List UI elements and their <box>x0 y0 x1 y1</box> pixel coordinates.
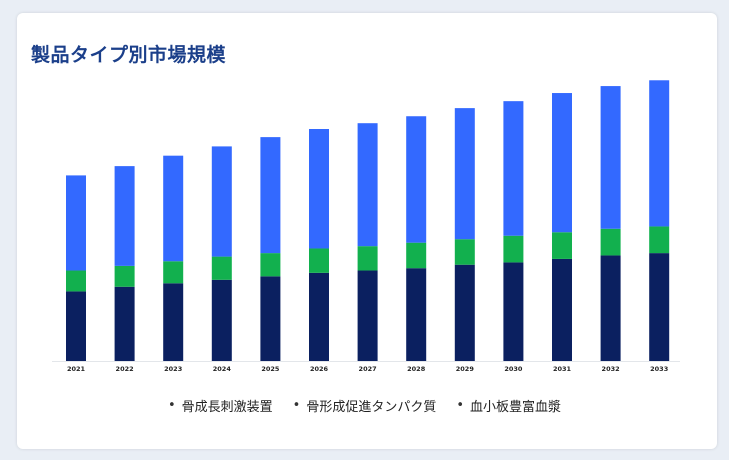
bar-segment-2023-series-2 <box>163 261 184 284</box>
bar-segment-2029-series-2 <box>454 239 475 265</box>
x-tick-label: 2028 <box>407 365 426 373</box>
x-tick-label: 2025 <box>261 365 280 373</box>
bar-segment-2022-series-3 <box>114 166 135 266</box>
bar-segment-2023-series-1 <box>163 283 184 361</box>
bar-segment-2031-series-3 <box>552 93 572 233</box>
bar-segment-2030-series-2 <box>503 235 524 263</box>
bar-segment-2028-series-3 <box>406 116 427 243</box>
bar-segment-2031-series-2 <box>552 232 572 259</box>
bar-segment-2026-series-2 <box>309 248 329 273</box>
bar-segment-2032-series-1 <box>600 255 621 361</box>
x-tick-label: 2026 <box>310 365 329 373</box>
bar-segment-2026-series-1 <box>309 272 329 361</box>
x-tick-label: 2033 <box>650 365 668 373</box>
legend-bullet-icon: • <box>292 398 301 413</box>
bar-segment-2033-series-1 <box>649 253 670 361</box>
bar-segment-2030-series-1 <box>503 262 524 361</box>
x-tick-label: 2021 <box>67 365 86 373</box>
bar-segment-2022-series-2 <box>114 265 135 287</box>
bar-segment-2025-series-2 <box>260 253 281 277</box>
x-tick-label: 2022 <box>116 365 134 373</box>
bar-segment-2032-series-3 <box>600 86 621 229</box>
x-tick-label: 2023 <box>164 365 182 373</box>
bar-segment-2021-series-3 <box>66 175 86 271</box>
legend-bullet-icon: • <box>167 398 176 413</box>
bar-segment-2028-series-1 <box>406 268 427 361</box>
legend-label: 骨成長刺激装置 <box>181 400 273 415</box>
legend-item: • 血小板豊富血漿 <box>456 396 561 415</box>
legend-label: 血小板豊富血漿 <box>470 400 562 415</box>
legend-item: • 骨成長刺激装置 <box>168 396 273 415</box>
x-tick-label: 2031 <box>553 365 572 373</box>
bar-segment-2025-series-3 <box>260 137 281 254</box>
bar-segment-2024-series-2 <box>211 256 232 280</box>
bar-segment-2028-series-2 <box>406 242 427 269</box>
bar-segment-2030-series-3 <box>503 101 524 236</box>
legend-item: • 骨形成促進タンパク質 <box>293 396 437 415</box>
bar-segment-2021-series-2 <box>66 270 86 292</box>
x-tick-label: 2030 <box>504 365 523 373</box>
x-tick-label: 2029 <box>456 365 475 373</box>
bar-segment-2026-series-3 <box>309 129 329 249</box>
bar-segment-2032-series-2 <box>600 228 621 256</box>
legend-bullet-icon: • <box>456 398 465 413</box>
bar-segment-2029-series-3 <box>454 108 475 240</box>
chart-title: 製品タイプ別市場規模 <box>31 44 227 66</box>
bar-segment-2022-series-1 <box>114 286 135 361</box>
bar-segment-2023-series-3 <box>163 155 184 262</box>
x-tick-label: 2032 <box>602 365 620 373</box>
bar-segment-2027-series-3 <box>357 123 378 247</box>
x-tick-label: 2027 <box>359 365 377 373</box>
bar-segment-2024-series-3 <box>211 146 232 257</box>
bar-segment-2031-series-1 <box>552 258 572 361</box>
bar-segment-2027-series-1 <box>357 270 378 361</box>
bar-segment-2033-series-3 <box>649 80 670 227</box>
bar-segment-2027-series-2 <box>357 246 378 271</box>
chart-legend: • 骨成長刺激装置 • 骨形成促進タンパク質 • 血小板豊富血漿 <box>0 396 729 415</box>
legend-label: 骨形成促進タンパク質 <box>306 400 437 415</box>
x-tick-label: 2024 <box>213 365 232 373</box>
bar-segment-2024-series-1 <box>211 279 232 361</box>
bar-segment-2029-series-1 <box>454 264 475 361</box>
bar-segment-2021-series-1 <box>66 291 86 361</box>
bar-segment-2033-series-2 <box>649 226 670 254</box>
bar-segment-2025-series-1 <box>260 276 281 361</box>
